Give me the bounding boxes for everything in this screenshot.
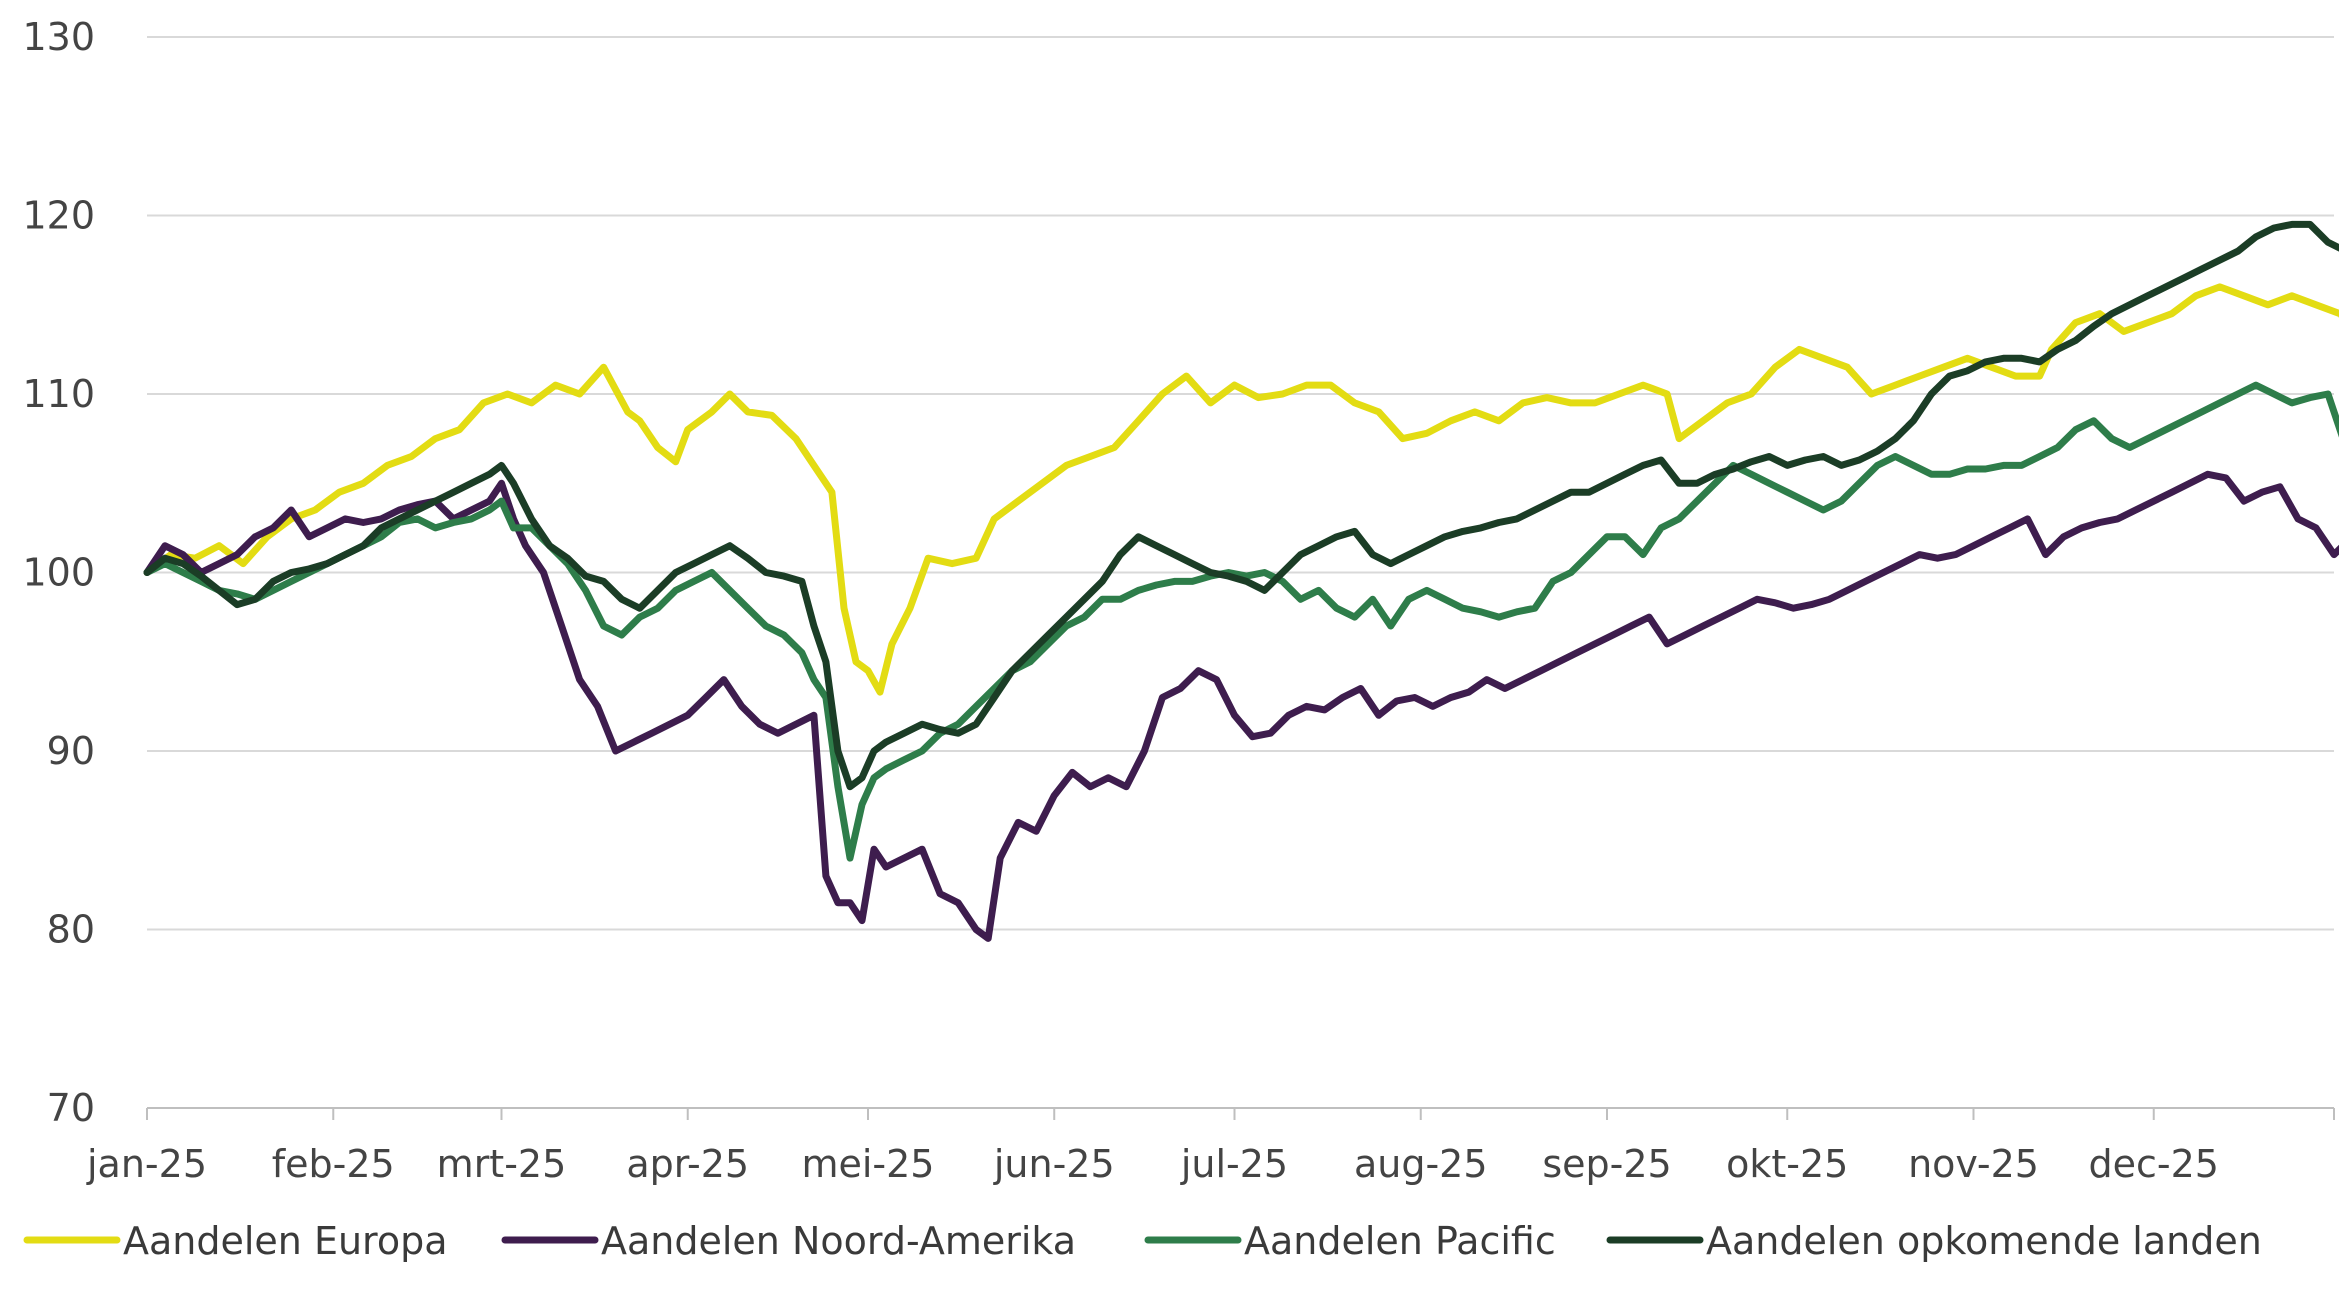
y-tick-label: 90 xyxy=(47,729,95,773)
x-tick-label: jul-25 xyxy=(1180,1142,1288,1186)
x-tick-label: sep-25 xyxy=(1542,1142,1671,1186)
series-line-aandelen-opkomende-landen xyxy=(143,220,2339,791)
x-tick-label: mei-25 xyxy=(801,1142,934,1186)
x-axis: jan-25 feb-25 mrt-25 apr-25 mei-25 jun-25 jul-… xyxy=(86,1107,2335,1186)
legend: Aandelen Europa Aandelen Noord-Amerika Aan… xyxy=(23,1219,2262,1263)
series-line-aandelen-europa xyxy=(143,283,2339,696)
x-tick-label: okt-25 xyxy=(1726,1142,1848,1186)
y-tick-label: 100 xyxy=(22,551,95,595)
y-tick-label: 130 xyxy=(22,15,95,59)
x-tick-label: mrt-25 xyxy=(437,1142,567,1186)
y-tick-label: 70 xyxy=(47,1086,95,1130)
y-tick-label: 110 xyxy=(22,372,95,416)
x-tick-label: feb-25 xyxy=(272,1142,395,1186)
x-tick-label: aug-25 xyxy=(1354,1142,1488,1186)
legend-label: Aandelen Pacific xyxy=(1244,1219,1556,1263)
series-line-aandelen-pacific xyxy=(143,381,2339,862)
y-axis-tick-labels: 70 80 90 100 110 120 130 xyxy=(22,15,95,1130)
legend-label: Aandelen opkomende landen xyxy=(1706,1219,2262,1263)
x-tick-label: apr-25 xyxy=(626,1142,749,1186)
series-line-aandelen-noord-amerika xyxy=(143,470,2339,942)
x-tick-label: dec-25 xyxy=(2089,1142,2219,1186)
legend-label: Aandelen Noord-Amerika xyxy=(601,1219,1076,1263)
y-tick-label: 80 xyxy=(47,908,95,952)
x-tick-label: nov-25 xyxy=(1908,1142,2039,1186)
x-tick-label: jun-25 xyxy=(993,1142,1115,1186)
series-lines xyxy=(143,220,2339,942)
legend-label: Aandelen Europa xyxy=(123,1219,448,1263)
x-tick-label: jan-25 xyxy=(86,1142,207,1186)
y-tick-label: 120 xyxy=(22,194,95,238)
